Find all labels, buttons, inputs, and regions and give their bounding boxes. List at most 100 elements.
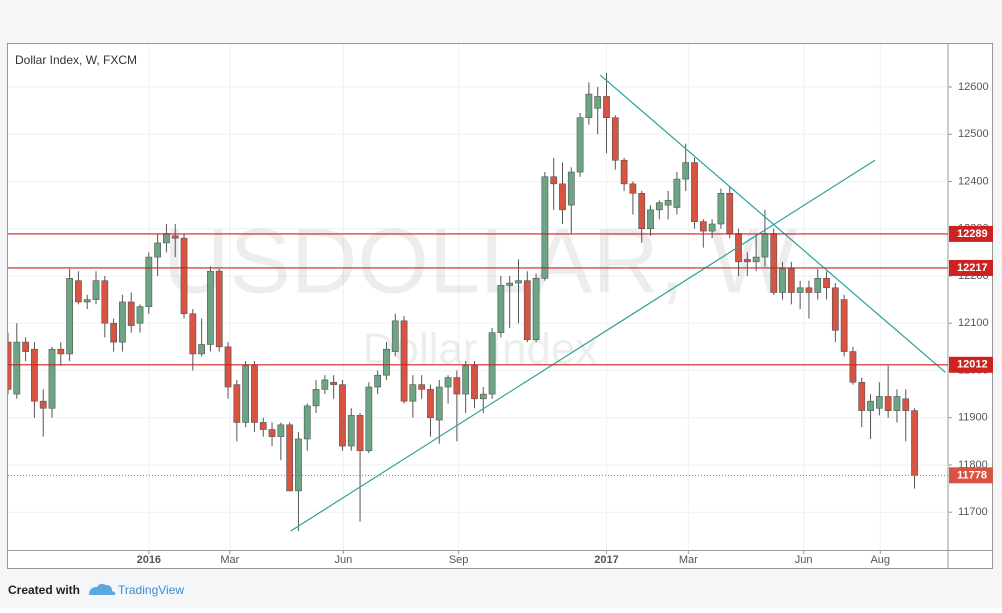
trendline (290, 159, 876, 532)
candle-body (779, 268, 786, 293)
candle-body (418, 384, 426, 390)
candle-body (541, 176, 549, 279)
candle-body (875, 396, 883, 409)
candle-body (171, 235, 179, 239)
footer-brand[interactable]: TradingView (118, 583, 184, 597)
candle-body (647, 209, 654, 230)
watermark: USDOLLAR, W (163, 210, 797, 312)
candle-body (523, 280, 531, 341)
candle-body (356, 415, 364, 452)
candle-body (347, 415, 355, 447)
candle-body (400, 320, 408, 402)
level-label-box (949, 259, 993, 276)
x-tick-label: Aug (870, 554, 890, 566)
candle-body (743, 259, 751, 263)
y-tick-label: 12600 (958, 81, 989, 93)
chart-title: Dollar Index, W, FXCM (15, 53, 137, 67)
candle-body (127, 301, 135, 326)
candle-body (488, 332, 496, 395)
candle-body (92, 280, 100, 300)
candle-body (374, 374, 382, 388)
candle-body (726, 192, 734, 234)
candle-body (858, 381, 866, 411)
candle-body (365, 386, 373, 452)
candle-body (770, 233, 778, 293)
candle-body (189, 313, 197, 355)
candle-body (849, 351, 857, 383)
candle-body (638, 192, 646, 230)
candle-body (611, 117, 619, 161)
level-label-box (949, 356, 993, 373)
candle-body (286, 424, 294, 492)
candle-body (339, 384, 346, 447)
candle-body (295, 438, 302, 492)
candle-body (215, 270, 223, 348)
candle-body (867, 400, 874, 411)
candle-body (629, 183, 637, 194)
candle-body (48, 348, 56, 409)
candle-body (796, 287, 804, 293)
candle-body (233, 384, 241, 423)
candle-body (154, 242, 162, 258)
y-tick-label: 11700 (958, 506, 988, 518)
candle-body (761, 233, 769, 258)
candle-body (453, 377, 461, 395)
candle-body (462, 365, 470, 395)
candle-body (13, 341, 21, 395)
candle-body (717, 192, 725, 225)
candle-body (207, 270, 214, 345)
candle-body (444, 377, 452, 388)
candle-body (823, 278, 830, 289)
candle-body (101, 280, 109, 324)
candle-body (699, 221, 707, 232)
candle-body (585, 93, 593, 119)
candle-body (576, 117, 584, 173)
candle-body (831, 287, 839, 331)
candle-body (383, 348, 390, 376)
candle-body (163, 233, 170, 244)
trendline (599, 74, 946, 373)
candle-body (515, 280, 522, 284)
candle-body (391, 320, 399, 352)
candle-body (251, 365, 258, 423)
y-tick-label: 12400 (958, 175, 989, 187)
candle-body (66, 278, 73, 355)
candle-body (39, 400, 47, 409)
candle-body (550, 176, 558, 185)
candle-body (435, 386, 443, 421)
candle-body (83, 299, 91, 303)
candle-body (75, 280, 82, 303)
x-tick-label: 2016 (137, 554, 161, 566)
candle-body (330, 381, 338, 385)
candle-body (497, 285, 505, 333)
axes: 1170011800119001200012100122001230012400… (137, 81, 993, 566)
candle-body (312, 389, 320, 407)
candle-body (655, 202, 663, 211)
candle-body (893, 396, 901, 411)
candle-body (752, 256, 760, 263)
candle-body (664, 200, 672, 206)
candle-body (8, 341, 12, 390)
level-label: 12289 (957, 228, 988, 240)
y-tick-label: 12500 (958, 128, 989, 140)
candle-body (224, 346, 232, 388)
candle-body (884, 396, 892, 411)
y-tick-label: 11900 (958, 412, 988, 424)
y-tick-label: 12100 (958, 317, 989, 329)
candle-body (620, 159, 628, 185)
candle-body (145, 256, 153, 307)
candle-body (911, 410, 918, 476)
grid (8, 44, 948, 550)
candle-body (902, 398, 910, 411)
candle-body (22, 341, 29, 352)
candle-body (119, 301, 126, 343)
last-price-label: 11778 (957, 469, 987, 481)
candle-body (427, 389, 434, 419)
candle-body (409, 384, 417, 402)
candle-body (479, 393, 487, 400)
candle-body (110, 322, 117, 343)
candle-body (594, 96, 602, 109)
candle-body (673, 178, 681, 208)
x-tick-label: Jun (334, 554, 352, 566)
